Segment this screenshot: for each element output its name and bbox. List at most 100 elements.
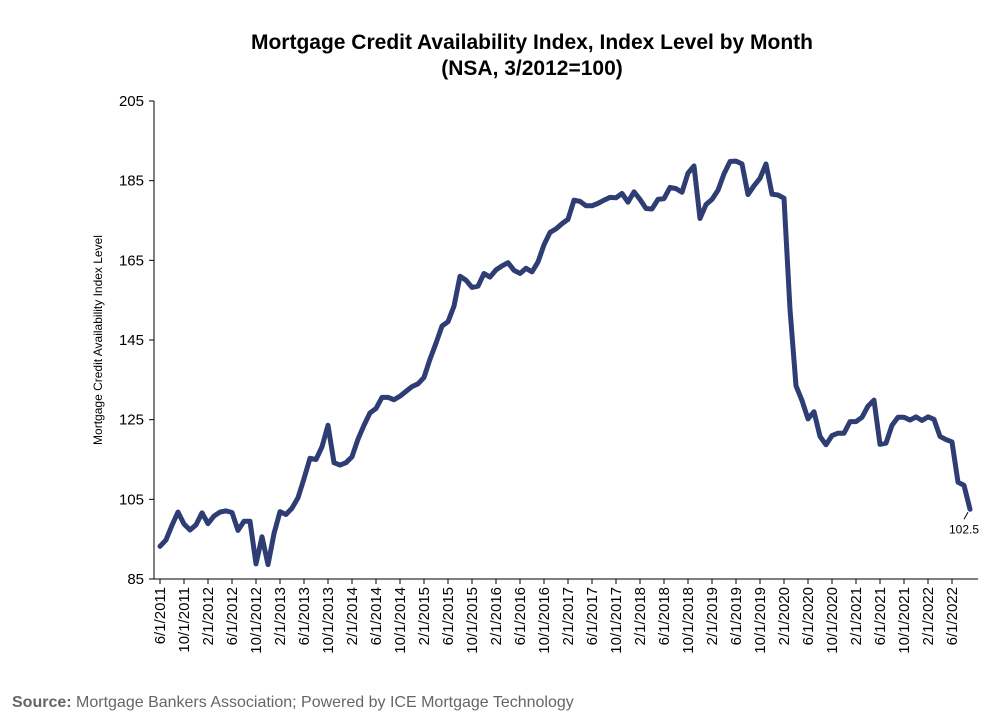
data-point bbox=[512, 268, 517, 273]
data-point bbox=[194, 522, 199, 527]
data-point bbox=[596, 201, 601, 206]
data-point bbox=[440, 324, 445, 329]
x-tick-label: 10/1/2019 bbox=[752, 587, 769, 654]
data-point bbox=[458, 274, 463, 279]
source-text: Mortgage Bankers Association; Powered by… bbox=[71, 694, 574, 711]
data-point bbox=[368, 410, 373, 415]
data-point bbox=[584, 203, 589, 208]
data-point bbox=[410, 384, 415, 389]
data-point bbox=[794, 383, 799, 388]
data-point bbox=[236, 528, 241, 533]
data-point bbox=[500, 263, 505, 268]
data-point bbox=[242, 519, 247, 524]
x-tick-label: 10/1/2012 bbox=[248, 587, 265, 654]
x-tick-label: 6/1/2022 bbox=[944, 587, 961, 645]
data-point bbox=[338, 463, 343, 468]
data-point bbox=[836, 431, 841, 436]
data-point bbox=[878, 442, 883, 447]
data-point bbox=[206, 521, 211, 526]
data-point bbox=[668, 185, 673, 190]
data-point bbox=[404, 389, 409, 394]
x-tick-label: 6/1/2011 bbox=[152, 587, 169, 644]
data-point bbox=[392, 397, 397, 402]
data-point bbox=[788, 307, 793, 312]
data-point bbox=[614, 195, 619, 200]
data-point bbox=[830, 433, 835, 438]
data-point bbox=[806, 416, 811, 421]
data-point bbox=[212, 514, 217, 519]
data-point bbox=[716, 188, 721, 193]
data-point bbox=[188, 528, 193, 533]
data-point bbox=[350, 454, 355, 459]
data-point bbox=[548, 230, 553, 235]
data-point bbox=[686, 171, 691, 176]
data-point bbox=[938, 434, 943, 439]
data-point bbox=[662, 196, 667, 201]
data-point bbox=[776, 193, 781, 198]
x-tick-label: 6/1/2012 bbox=[224, 587, 241, 645]
data-point bbox=[632, 189, 637, 194]
data-point bbox=[314, 457, 319, 462]
data-point bbox=[422, 375, 427, 380]
data-point bbox=[728, 159, 733, 164]
data-point bbox=[752, 183, 757, 188]
data-point bbox=[542, 242, 547, 247]
chart-subtitle-line: (NSA, 3/2012=100) bbox=[441, 57, 623, 80]
data-point bbox=[608, 195, 613, 200]
x-tick-label: 10/1/2018 bbox=[680, 587, 697, 654]
data-point bbox=[386, 395, 391, 400]
plot-area: 102.5 bbox=[157, 158, 979, 568]
data-point bbox=[398, 394, 403, 399]
y-tick-label: 85 bbox=[127, 571, 144, 588]
x-tick-label: 10/1/2017 bbox=[608, 587, 625, 654]
data-point bbox=[170, 523, 175, 528]
data-point bbox=[326, 423, 331, 428]
x-tick-label: 2/1/2022 bbox=[920, 587, 937, 645]
x-tick-label: 2/1/2013 bbox=[272, 587, 289, 645]
data-point bbox=[374, 406, 379, 411]
data-point bbox=[656, 197, 661, 202]
data-point bbox=[602, 198, 607, 203]
x-tick-label: 2/1/2015 bbox=[416, 587, 433, 645]
data-point bbox=[344, 460, 349, 465]
data-point bbox=[734, 159, 739, 164]
data-point bbox=[902, 415, 907, 420]
data-point bbox=[710, 197, 715, 202]
y-tick-label: 185 bbox=[119, 173, 144, 190]
x-tick-label: 10/1/2021 bbox=[896, 587, 913, 654]
data-point bbox=[530, 269, 535, 274]
data-point bbox=[962, 483, 967, 488]
x-tick-label: 2/1/2018 bbox=[632, 587, 649, 645]
series-line bbox=[157, 158, 973, 568]
data-point bbox=[536, 259, 541, 264]
data-point bbox=[818, 434, 823, 439]
data-point bbox=[746, 192, 751, 197]
data-point bbox=[506, 260, 511, 265]
x-tick-label: 2/1/2012 bbox=[200, 587, 217, 645]
data-point bbox=[812, 409, 817, 414]
x-tick-label: 10/1/2013 bbox=[320, 587, 337, 654]
x-tick-label: 6/1/2018 bbox=[656, 587, 673, 645]
data-point bbox=[932, 417, 937, 422]
data-point bbox=[650, 206, 655, 211]
data-point bbox=[320, 444, 325, 449]
source-line: Source: Mortgage Bankers Association; Po… bbox=[12, 694, 574, 712]
x-tick-label: 10/1/2011 bbox=[176, 587, 193, 653]
x-tick-label: 2/1/2019 bbox=[704, 587, 721, 645]
end-label-leader bbox=[963, 512, 969, 520]
y-tick-label: 125 bbox=[119, 412, 144, 429]
x-tick-label: 6/1/2014 bbox=[368, 587, 385, 645]
data-point bbox=[698, 216, 703, 221]
y-tick-label: 165 bbox=[119, 252, 144, 269]
data-point bbox=[518, 271, 523, 276]
data-point bbox=[884, 441, 889, 446]
data-point bbox=[266, 562, 271, 567]
data-point bbox=[290, 506, 295, 511]
data-point bbox=[248, 519, 253, 524]
x-tick-label: 2/1/2016 bbox=[488, 587, 505, 645]
y-tick-label: 205 bbox=[119, 93, 144, 110]
data-point bbox=[554, 226, 559, 231]
chart-title: Mortgage Credit Availability Index, Inde… bbox=[0, 30, 1000, 82]
data-point bbox=[848, 419, 853, 424]
x-tick-label: 6/1/2020 bbox=[800, 587, 817, 645]
